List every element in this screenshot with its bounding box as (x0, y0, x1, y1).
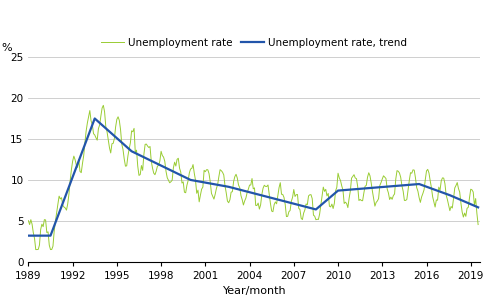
Line: Unemployment rate, trend: Unemployment rate, trend (28, 118, 478, 236)
Line: Unemployment rate: Unemployment rate (28, 105, 478, 249)
Unemployment rate (41, 218, 47, 221)
Unemployment rate (475, 223, 481, 226)
Unemployment rate, trend (40, 234, 46, 237)
Text: %: % (1, 43, 12, 53)
Unemployment rate, trend (463, 200, 469, 204)
Legend: Unemployment rate, Unemployment rate, trend: Unemployment rate, Unemployment rate, tr… (97, 34, 411, 52)
Unemployment rate, trend (48, 234, 54, 237)
Unemployment rate (26, 219, 31, 223)
Unemployment rate (362, 185, 368, 188)
Unemployment rate (33, 248, 39, 251)
Unemployment rate, trend (361, 187, 367, 190)
Unemployment rate (49, 248, 55, 251)
Unemployment rate (464, 207, 470, 210)
Unemployment rate (246, 187, 251, 191)
Unemployment rate, trend (244, 190, 250, 193)
Unemployment rate (335, 172, 341, 175)
X-axis label: Year/month: Year/month (222, 286, 286, 297)
Unemployment rate (100, 104, 106, 107)
Unemployment rate, trend (26, 234, 31, 237)
Unemployment rate, trend (92, 117, 98, 120)
Unemployment rate, trend (475, 206, 481, 209)
Unemployment rate, trend (334, 190, 340, 194)
